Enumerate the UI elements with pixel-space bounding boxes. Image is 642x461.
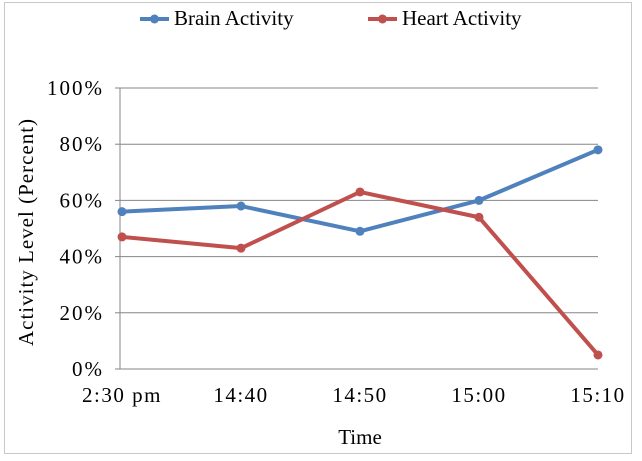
legend-label: Heart Activity bbox=[402, 6, 522, 30]
x-tick-label: 15:10 bbox=[570, 383, 625, 407]
y-tick-label: 20% bbox=[60, 301, 105, 325]
brain-activity-point bbox=[474, 195, 484, 205]
legend-item-brain-activity: Brain Activity bbox=[140, 6, 294, 30]
heart-activity-point bbox=[236, 243, 246, 253]
x-axis-ticks: 2:30 pm 14:40 14:50 15:00 15:10 bbox=[82, 383, 625, 407]
heart-activity-line bbox=[120, 189, 600, 357]
series-heart-activity bbox=[117, 187, 603, 360]
brain-activity-point bbox=[236, 201, 246, 211]
legend-item-heart-activity: Heart Activity bbox=[368, 6, 522, 30]
brain-activity-point bbox=[593, 145, 603, 155]
heart-activity-point bbox=[593, 350, 603, 360]
chart-frame bbox=[4, 2, 632, 454]
x-tick-label: 2:30 pm bbox=[82, 383, 162, 407]
heart-activity-point bbox=[355, 187, 365, 197]
legend-swatch-marker bbox=[378, 14, 387, 24]
series-layer bbox=[117, 145, 603, 360]
y-axis-title: Activity Level (Percent) bbox=[14, 118, 38, 346]
y-tick-label: 80% bbox=[60, 132, 105, 156]
heart-activity-point bbox=[474, 212, 484, 222]
y-tick-label: 60% bbox=[60, 188, 105, 212]
y-axis-ticks: 0% 20% 40% 60% 80% 100% bbox=[47, 76, 105, 381]
x-axis-title: Time bbox=[338, 425, 382, 449]
x-tick-label: 14:50 bbox=[332, 383, 387, 407]
legend-swatch-marker bbox=[150, 14, 159, 24]
legend: Brain Activity Heart Activity bbox=[140, 6, 522, 30]
y-tick-label: 100% bbox=[47, 76, 104, 100]
brain-activity-point bbox=[117, 207, 127, 217]
x-tick-label: 15:00 bbox=[451, 383, 506, 407]
legend-label: Brain Activity bbox=[174, 6, 294, 30]
brain-activity-point bbox=[355, 226, 365, 236]
y-tick-label: 40% bbox=[60, 245, 105, 269]
y-tick-label: 0% bbox=[72, 357, 104, 381]
series-brain-activity bbox=[117, 145, 603, 236]
x-tick-label: 14:40 bbox=[213, 383, 268, 407]
heart-activity-point bbox=[117, 232, 127, 242]
